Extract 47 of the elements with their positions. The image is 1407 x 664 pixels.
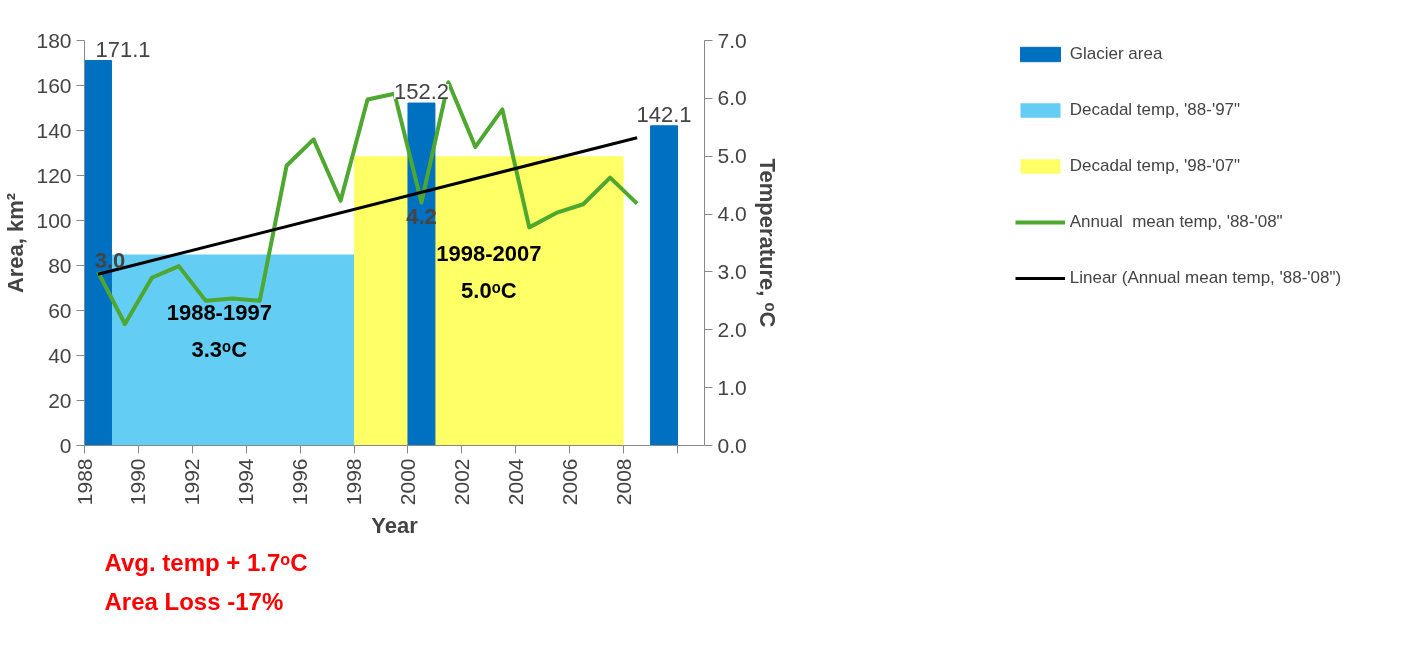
x-tick-label: 1996 xyxy=(288,458,312,506)
y-tick-label: 160 xyxy=(36,73,72,97)
y2-tick-label: 7.0 xyxy=(717,28,747,52)
data-label: 152.2 xyxy=(393,79,449,105)
y2-axis-title: Temperature, ᵒC xyxy=(754,158,780,328)
y-tick-label: 140 xyxy=(36,118,72,142)
x-axis-title: Year xyxy=(371,513,419,539)
data-label: 171.1 xyxy=(95,36,151,62)
annotation: 1998-2007 5.0ᵒC xyxy=(436,240,542,304)
bar xyxy=(407,102,436,446)
y-tick-label: 180 xyxy=(36,28,72,52)
x-tick-label: 2004 xyxy=(503,458,527,506)
x-tick-label: 2008 xyxy=(611,458,635,506)
y-tick-label: 120 xyxy=(36,163,72,187)
line-series xyxy=(95,80,640,326)
x-tick-label: 2000 xyxy=(395,458,419,506)
y2-tick-label: 0.0 xyxy=(717,433,747,457)
y2-tick-label: 5.0 xyxy=(717,144,747,168)
y-tick-label: 100 xyxy=(36,208,72,232)
bar xyxy=(650,125,679,446)
legend-label: Decadal temp, '88-'97" xyxy=(1069,100,1241,120)
y2-tick-label: 1.0 xyxy=(717,375,747,399)
y-tick-label: 0 xyxy=(59,433,72,457)
y2-tick-label: 3.0 xyxy=(717,259,747,283)
x-tick-label: 1990 xyxy=(126,458,150,506)
y-tick-label: 20 xyxy=(48,388,72,412)
text: Area Loss -17% xyxy=(104,587,284,615)
x-tick-label: 1994 xyxy=(234,458,258,506)
legend-label: Annual mean temp, '88-'08" xyxy=(1069,212,1283,232)
text: Avg. temp + 1.7ᵒC xyxy=(104,548,308,576)
y-tick-label: 60 xyxy=(48,298,72,322)
y2-tick-label: 2.0 xyxy=(717,317,747,341)
x-tick-label: 1992 xyxy=(180,458,204,506)
legend-label: Glacier area xyxy=(1069,44,1163,64)
legend-label: Linear (Annual mean temp, '88-'08") xyxy=(1069,268,1342,288)
x-tick-label: 1998 xyxy=(342,458,366,506)
y-tick-label: 80 xyxy=(48,253,72,277)
y2-tick-label: 4.0 xyxy=(717,202,747,226)
data-label: 142.1 xyxy=(636,101,692,127)
x-tick-label: 2006 xyxy=(557,458,581,506)
y2-tick-label: 6.0 xyxy=(717,86,747,110)
x-tick-label: 2002 xyxy=(449,458,473,506)
legend-label: Decadal temp, '98-'07" xyxy=(1069,156,1241,176)
y-axis-title: Area, km² xyxy=(3,192,29,294)
y-tick-label: 40 xyxy=(48,343,72,367)
annotation: 1988-1997 3.3ᵒC xyxy=(166,299,272,363)
x-tick-label: 1988 xyxy=(72,458,96,506)
